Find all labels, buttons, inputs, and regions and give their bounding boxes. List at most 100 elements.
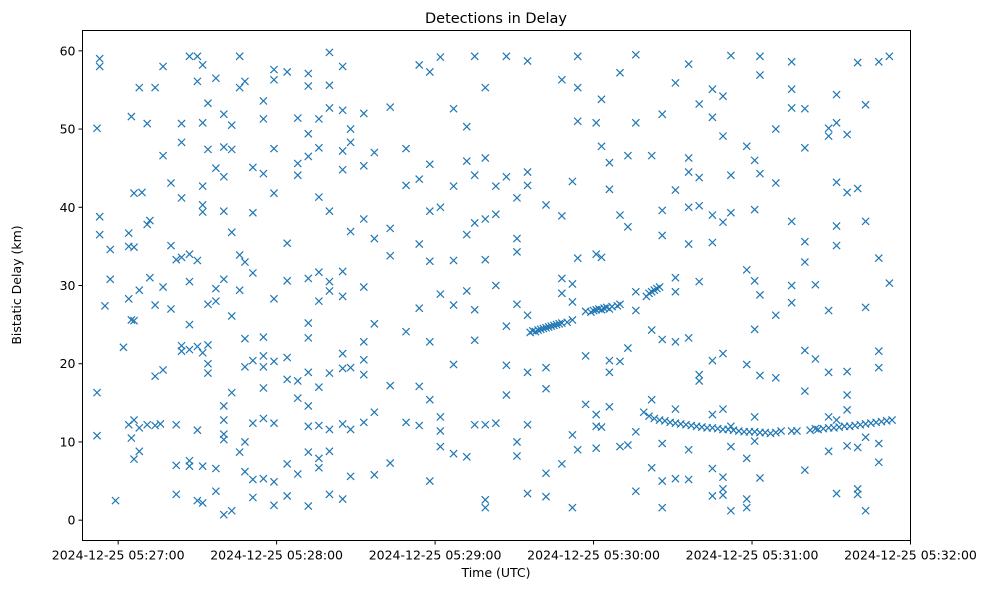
data-point [198,60,207,69]
data-point [597,95,606,104]
data-point [547,322,556,331]
data-point [563,318,572,327]
data-point [541,363,551,372]
data-point [106,245,115,254]
data-point [325,103,334,112]
data-point [425,207,434,216]
data-point [325,48,334,57]
data-point [359,214,368,224]
data-point [481,255,490,264]
data-point [684,168,693,177]
data-point [615,211,624,220]
data-point [129,189,139,198]
data-point [370,408,379,417]
data-point [325,447,334,456]
data-point [193,52,202,61]
data-point [708,113,717,122]
data-point [597,423,606,432]
data-point [198,182,207,191]
data-point [541,492,551,501]
data-point [718,491,728,500]
data-point [755,169,764,178]
data-point [491,210,500,219]
data-point [248,163,257,172]
data-point [708,464,717,473]
data-point [203,99,212,108]
data-point [219,207,228,216]
data-point [386,103,395,112]
data-point [523,181,532,190]
data-point [151,301,160,310]
data-point [129,316,139,325]
data-point [259,169,268,178]
data-point [811,424,820,433]
data-point [314,297,323,306]
data-point [742,360,751,369]
data-point [658,335,667,344]
data-point [742,503,751,512]
data-point [874,254,883,263]
data-point [177,193,186,202]
data-point [481,214,490,224]
data-point [227,388,236,397]
data-point [750,437,759,446]
data-point [462,452,471,461]
data-point [541,323,551,332]
data-point [166,304,176,313]
data-point [338,349,347,358]
data-point [185,345,194,354]
data-point [293,171,302,180]
data-point [240,467,249,476]
data-point [755,473,764,482]
data-point [718,405,728,414]
data-point [502,322,511,331]
data-point [386,381,395,390]
data-point [658,439,667,448]
data-point [792,426,801,436]
data-point [555,319,564,328]
data-point [647,395,656,404]
data-point [293,394,302,403]
data-point [235,448,244,457]
data-point [671,78,680,87]
data-point [655,283,664,292]
data-point [135,423,144,432]
data-point [750,325,759,334]
data-point [647,151,656,160]
data-point [806,426,815,435]
data-point [449,360,458,369]
data-point [166,179,176,188]
data-point [415,382,424,391]
y-tick-label: 10 [60,434,76,449]
data-point [861,506,870,515]
data-point [248,475,257,484]
data-point [557,459,566,468]
data-point [549,321,558,330]
data-point [671,405,680,414]
data-point [269,357,279,366]
data-point [750,276,759,285]
data-point [771,428,780,437]
data-point [185,456,194,465]
data-point [695,173,704,182]
data-point [325,490,334,499]
data-point [502,172,511,181]
data-point [240,437,249,446]
data-point [887,416,897,425]
data-point [159,283,168,292]
data-point [832,241,841,250]
data-point [314,268,323,277]
data-point [259,362,268,371]
data-points [93,48,897,519]
data-point [415,60,424,69]
data-point [449,449,458,458]
data-point [597,253,606,262]
data-point [193,426,202,435]
data-point [832,178,841,187]
data-point [449,182,458,191]
data-point [512,437,521,446]
data-point [568,315,577,324]
data-point [386,251,395,260]
data-point [127,434,136,443]
